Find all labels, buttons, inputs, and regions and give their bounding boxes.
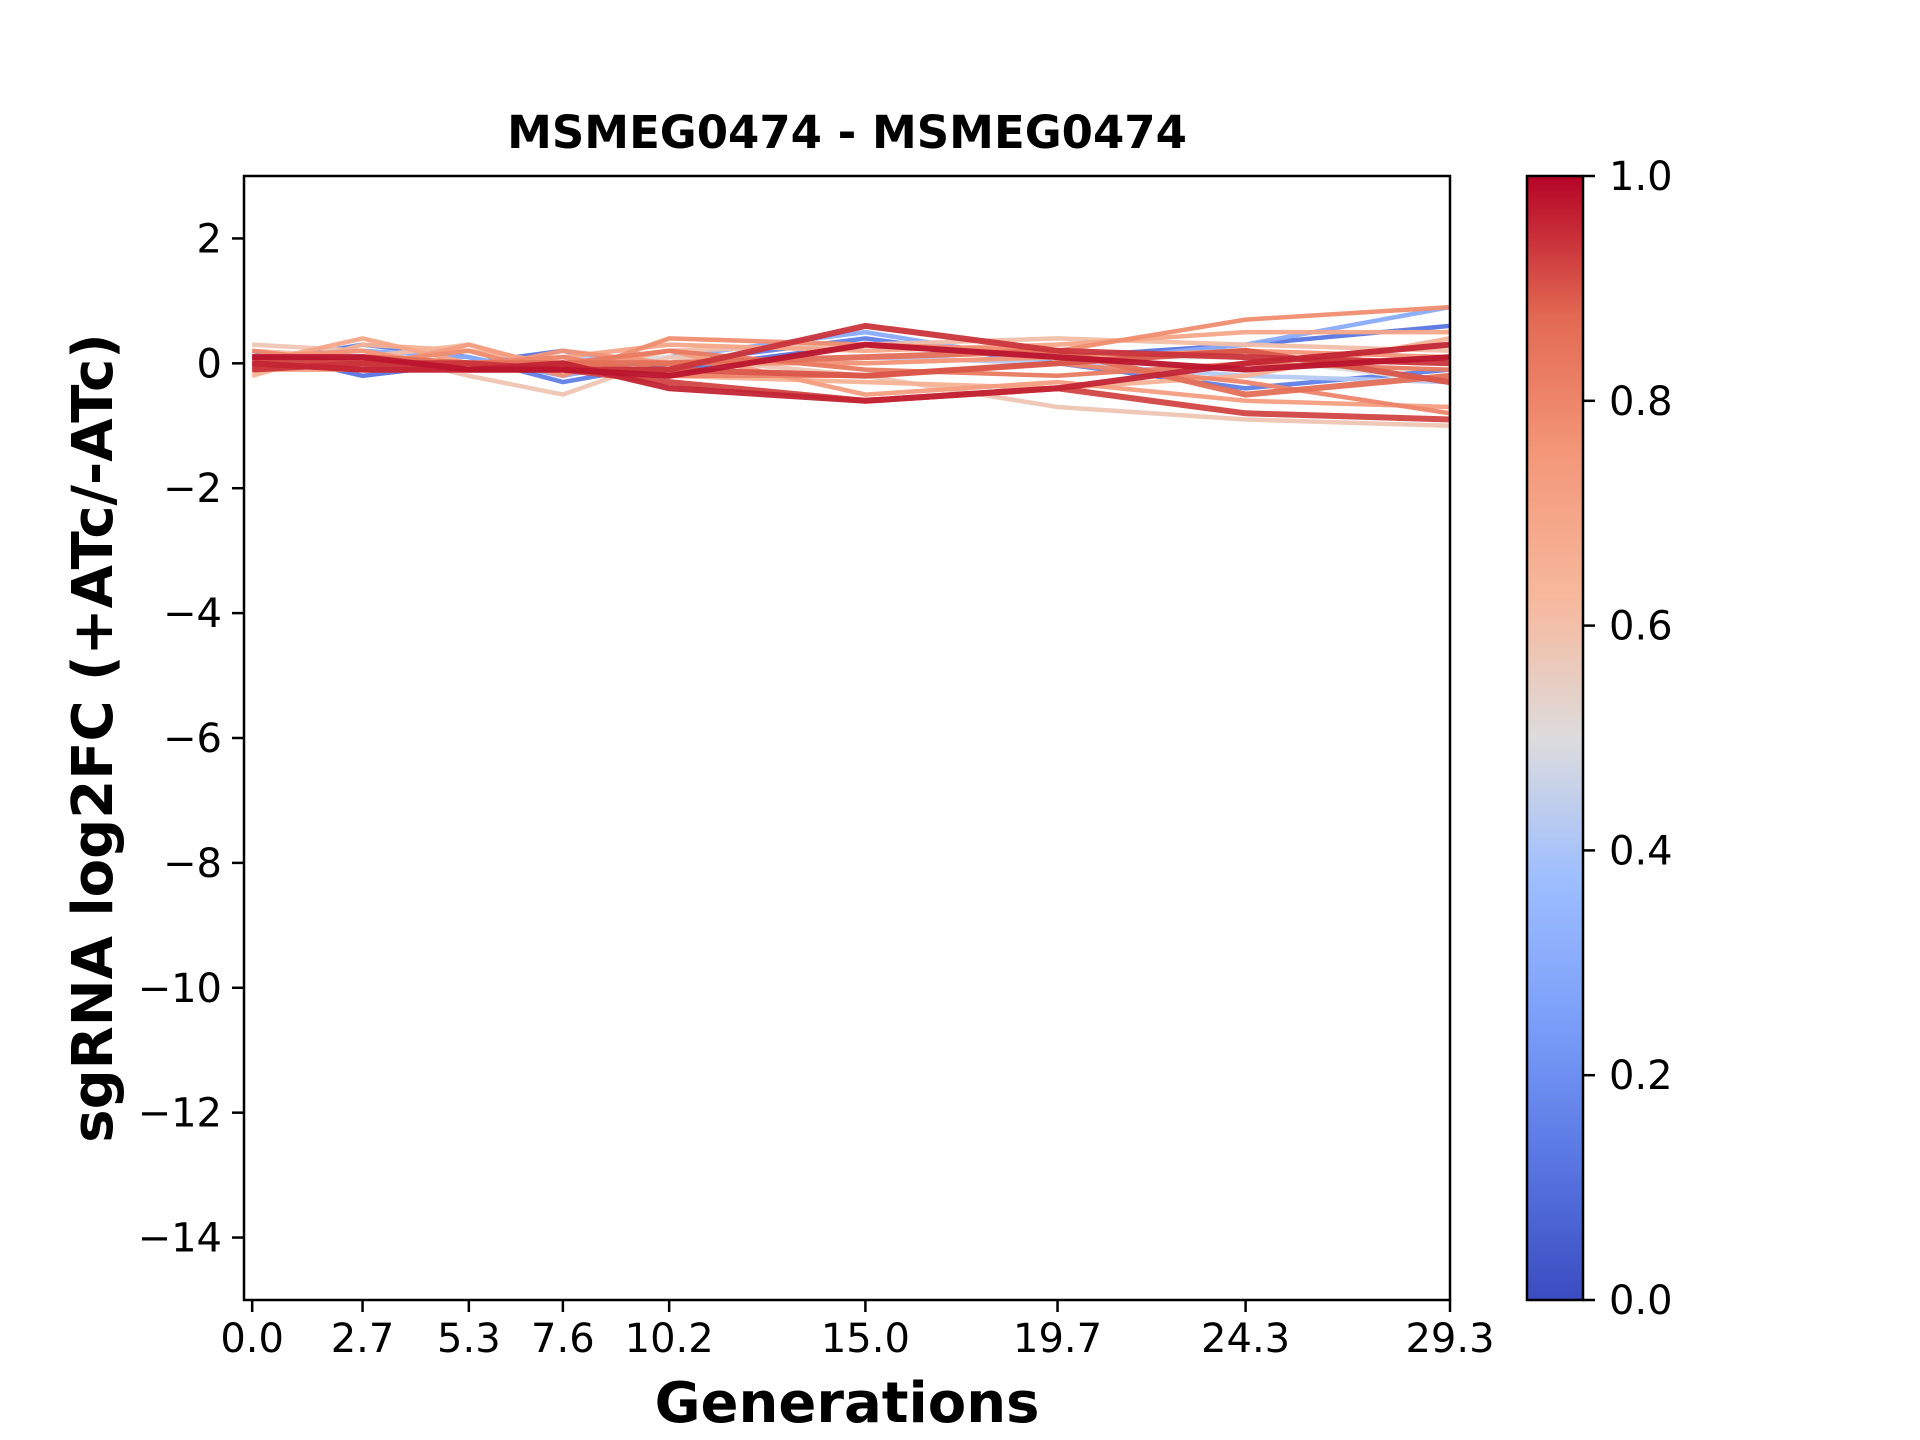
y-tick-label: −12 xyxy=(138,1091,222,1137)
colorbar-tick-label: 0.0 xyxy=(1609,1278,1673,1324)
y-tick-label: −14 xyxy=(138,1216,222,1262)
y-tick-label: −2 xyxy=(163,466,222,512)
x-tick-label: 7.6 xyxy=(531,1316,595,1362)
y-axis-title: sgRNA log2FC (+ATc/-ATc) xyxy=(61,333,126,1143)
y-tick-label: 2 xyxy=(197,216,222,262)
x-tick-label: 19.7 xyxy=(1013,1316,1102,1362)
colorbar-tick-label: 0.6 xyxy=(1609,604,1673,650)
series-line xyxy=(252,341,1450,379)
x-tick-label: 29.3 xyxy=(1405,1316,1494,1362)
x-axis-title: Generations xyxy=(655,1371,1040,1436)
x-tick-label: 24.3 xyxy=(1201,1316,1290,1362)
series-line xyxy=(251,329,1450,366)
y-tick-label: −10 xyxy=(138,966,222,1012)
y-tick-label: −4 xyxy=(163,591,222,637)
y-tick-label: 0 xyxy=(197,341,222,387)
colorbar-tick-label: 0.2 xyxy=(1609,1053,1673,1099)
x-tick-label: 5.3 xyxy=(437,1316,501,1362)
colorbar-tick-label: 1.0 xyxy=(1609,154,1673,200)
colorbar-tick-label: 0.8 xyxy=(1609,379,1673,425)
x-tick-label: 10.2 xyxy=(625,1316,714,1362)
x-tick-label: 2.7 xyxy=(331,1316,395,1362)
colorbar xyxy=(1525,174,1585,1302)
chart-title: MSMEG0474 - MSMEG0474 xyxy=(507,106,1187,159)
colorbar-tick-label: 0.4 xyxy=(1609,828,1673,874)
x-tick-label: 15.0 xyxy=(821,1316,910,1362)
x-tick-label: 0.0 xyxy=(220,1316,284,1362)
y-tick-label: −8 xyxy=(163,841,222,887)
y-tick-label: −6 xyxy=(163,716,222,762)
series-line xyxy=(252,341,1450,404)
